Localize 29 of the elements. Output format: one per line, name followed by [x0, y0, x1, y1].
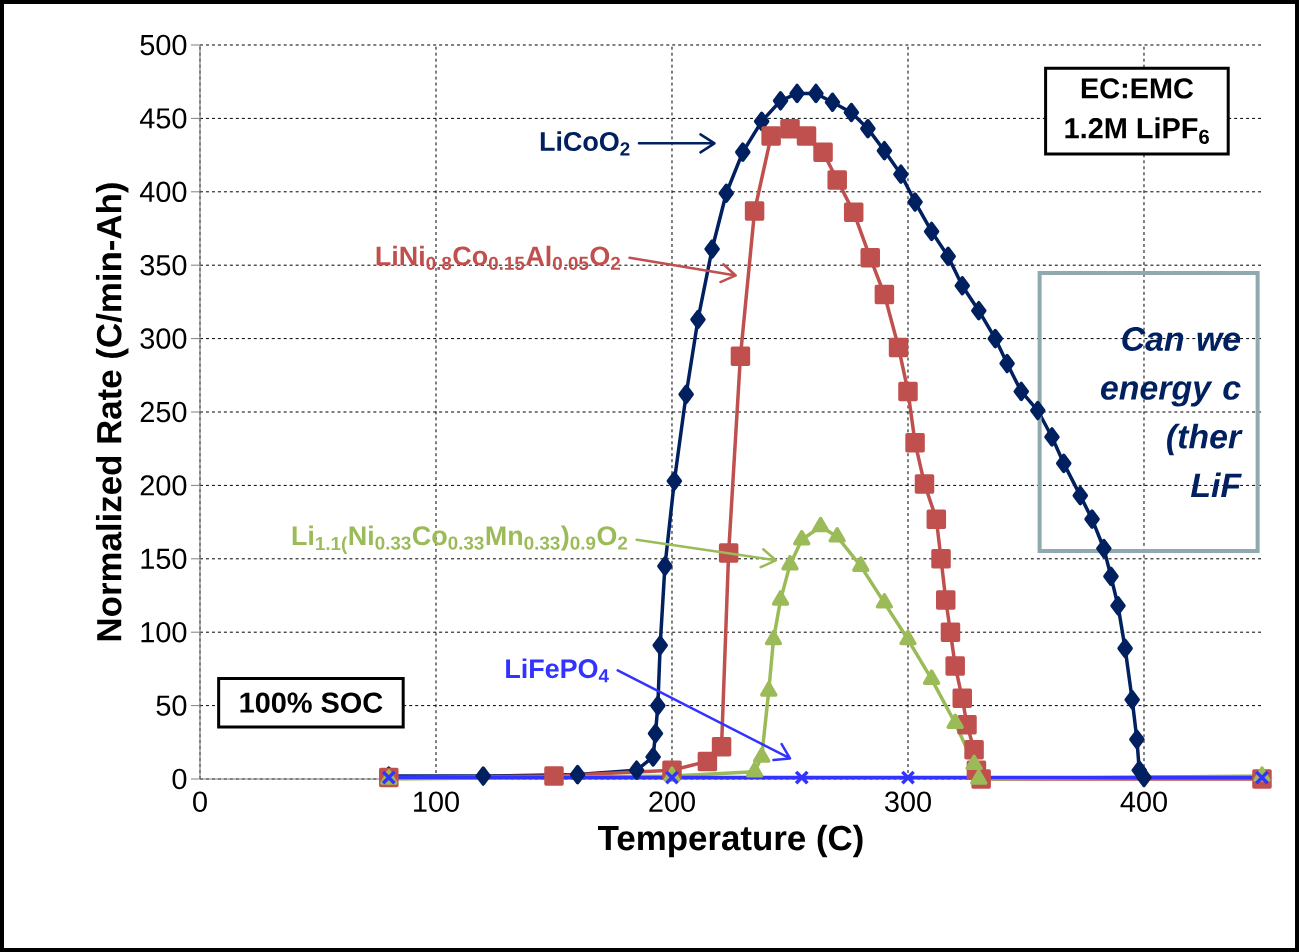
y-tick-label: 300: [140, 328, 187, 349]
y-axis-title: Normalized Rate (C/min-Ah): [95, 183, 129, 641]
x-axis-title: Temperature (C): [598, 824, 863, 858]
y-tick-label: 400: [139, 181, 187, 203]
annotation: EC:EMC: [1081, 78, 1194, 99]
y-tick-label: 500: [140, 34, 187, 56]
annotation: LiF: [1190, 472, 1242, 498]
annotation: energy c: [1100, 381, 1241, 407]
y-tick-label: 350: [140, 254, 187, 276]
y-tick-label: 100: [141, 621, 187, 643]
y-tick-label: 200: [140, 475, 187, 496]
text: Li$_{1.1(}$Ni$_{0.33}$Co$_{0.33}$Mn$_{0.33}$)$_{0.9}$O$_{2}$: [292, 525, 628, 554]
annotation: 100% SOC: [240, 692, 383, 713]
x-tick-label: 200: [649, 791, 695, 812]
y-tick-label: 50: [156, 695, 187, 716]
x-tick-label: 0: [193, 791, 207, 812]
legend-label: LiNi$_{0.8}$Co$_{0.15}$Al$_{0.05}$O$_{2}$: [376, 245, 621, 270]
annotation: Can we: [1122, 327, 1241, 351]
x-tick-label: 400: [1120, 791, 1167, 812]
y-tick-label: 250: [140, 401, 187, 423]
x-tick-label: 100: [414, 791, 459, 812]
x-tick-label: 300: [884, 791, 931, 812]
text: LiFePO$_{4}$: [506, 658, 609, 683]
annotation: 1.2M LiPF$_{6}$: [1065, 117, 1209, 144]
legend-label: LiCoO$_{2}$: [540, 131, 630, 156]
y-tick-label: 0: [172, 768, 187, 790]
annotation: (ther: [1167, 423, 1243, 456]
y-tick-label: 150: [141, 548, 187, 570]
y-tick-label: 450: [139, 108, 187, 129]
